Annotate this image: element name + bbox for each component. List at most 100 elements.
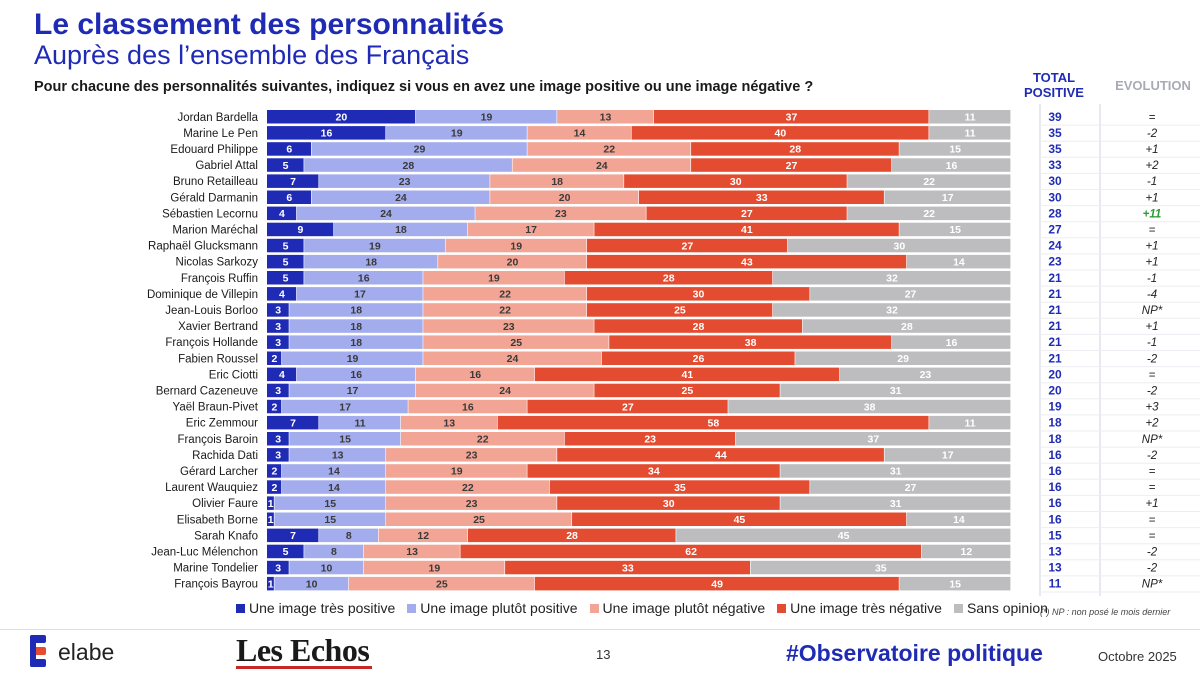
bar-segment <box>415 383 594 398</box>
data-label: 5 <box>283 546 289 558</box>
category-label: Sarah Knafo <box>194 530 258 542</box>
bar-segment <box>267 287 297 301</box>
bar-segment <box>408 399 527 414</box>
data-label: 29 <box>897 353 909 365</box>
data-label: 28 <box>663 273 675 285</box>
data-label: 16 <box>321 128 333 140</box>
data-label: 4 <box>279 208 285 220</box>
total-positive-value: 16 <box>1048 448 1062 462</box>
bar-segment <box>735 432 1011 446</box>
data-label: 13 <box>600 112 612 124</box>
category-label: Marine Tondelier <box>173 563 258 575</box>
data-label: 12 <box>417 530 429 542</box>
data-label: 14 <box>953 256 965 268</box>
bar-segment <box>772 303 1011 317</box>
bar-segment <box>839 367 1011 382</box>
total-positive-value: 16 <box>1048 496 1062 510</box>
bar-segment <box>639 190 884 204</box>
data-label: 27 <box>786 160 798 172</box>
data-label: 23 <box>466 450 478 462</box>
data-label: 10 <box>306 578 318 590</box>
evolution-value: -2 <box>1147 546 1158 558</box>
category-label: Marine Le Pen <box>183 128 258 140</box>
category-label: Bruno Retailleau <box>173 176 258 188</box>
bar-segment <box>267 448 289 462</box>
total-positive-value: 21 <box>1048 287 1062 301</box>
bar-segment <box>780 464 1011 478</box>
data-label: 28 <box>901 321 913 333</box>
data-label: 34 <box>648 466 660 478</box>
category-label: Raphaël Glucksmann <box>148 241 258 253</box>
bar-segment <box>267 190 312 204</box>
evolution-value: +2 <box>1145 160 1159 172</box>
data-label: 10 <box>321 562 333 574</box>
chart-title: Le classement des personnalités <box>34 8 505 41</box>
bar-segment <box>267 496 274 510</box>
data-label: 16 <box>358 273 370 285</box>
data-label: 3 <box>275 321 281 333</box>
bar-segment <box>386 464 527 478</box>
bar-segment <box>445 238 587 253</box>
data-label: 18 <box>365 256 377 268</box>
evolution-value: +1 <box>1145 498 1158 510</box>
bar-segment <box>929 110 1011 124</box>
data-label: 22 <box>923 176 935 188</box>
bar-segment <box>564 432 736 446</box>
bar-segment <box>267 206 297 221</box>
bar-segment <box>512 158 691 172</box>
bar-segment <box>475 206 646 221</box>
bar-segment <box>304 158 512 172</box>
bar-segment <box>289 383 416 398</box>
category-label: François Bayrou <box>174 579 258 591</box>
bar-segment <box>267 399 282 414</box>
data-label: 7 <box>290 417 296 429</box>
data-label: 31 <box>890 385 902 397</box>
data-label: 32 <box>886 273 898 285</box>
total-positive-header: TOTAL POSITIVE <box>1020 70 1088 100</box>
bar-segment <box>400 415 498 430</box>
evolution-value: -2 <box>1147 450 1158 462</box>
bar-segment <box>906 254 1011 269</box>
category-label: Rachida Dati <box>192 450 258 462</box>
category-label: François Baroin <box>177 434 258 446</box>
evolution-value: = <box>1149 530 1156 542</box>
bar-segment <box>267 415 319 430</box>
data-label: 35 <box>674 482 686 494</box>
bar-segment <box>549 480 810 494</box>
bar-segment <box>906 512 1011 526</box>
data-label: 18 <box>350 305 362 317</box>
data-label: 24 <box>507 353 519 365</box>
total-positive-value: 21 <box>1048 335 1062 349</box>
category-label: Jordan Bardella <box>177 112 258 124</box>
bar-segment <box>267 254 304 269</box>
legend-label: Une image très négative <box>790 600 942 616</box>
total-positive-value: 20 <box>1048 383 1062 397</box>
bar-segment <box>281 480 386 494</box>
data-label: 22 <box>499 289 511 301</box>
total-positive-value: 35 <box>1048 142 1062 156</box>
bar-segment <box>386 480 550 494</box>
bar-segment <box>795 351 1011 365</box>
category-label: Xavier Bertrand <box>178 321 258 333</box>
data-label: 25 <box>436 578 448 590</box>
data-label: 6 <box>286 144 292 156</box>
data-label: 3 <box>275 385 281 397</box>
category-label: Nicolas Sarkozy <box>176 257 259 269</box>
data-label: 19 <box>488 273 500 285</box>
evolution-value: -1 <box>1147 176 1157 188</box>
bar-segment <box>267 351 282 365</box>
category-label: François Hollande <box>165 337 258 349</box>
bar-segment <box>653 110 929 124</box>
bar-segment <box>691 142 899 156</box>
bar-segment <box>267 432 289 446</box>
bar-segment <box>586 287 810 301</box>
data-label: 5 <box>283 256 289 268</box>
bar-segment <box>289 448 386 462</box>
data-label: 3 <box>275 450 281 462</box>
category-label: Gérald Darmanin <box>170 192 258 204</box>
legend-swatch <box>236 603 245 613</box>
data-label: 27 <box>905 482 917 494</box>
category-label: Bernard Cazeneuve <box>156 385 258 397</box>
data-label: 1 <box>268 498 274 510</box>
data-label: 23 <box>503 321 515 333</box>
